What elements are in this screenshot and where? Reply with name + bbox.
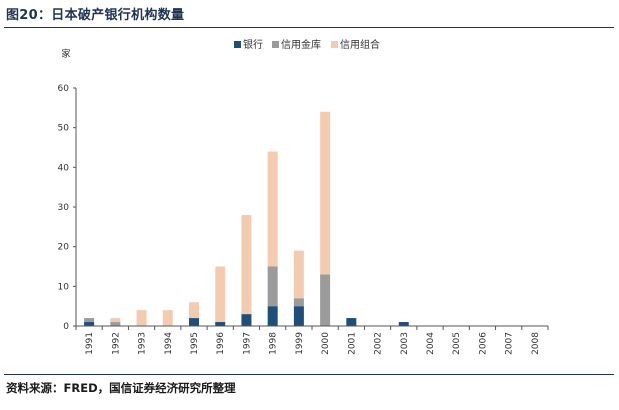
bar-1991-信用金库	[84, 318, 95, 323]
bar-1997-银行	[241, 314, 252, 326]
bar-1996-信用组合	[215, 266, 226, 323]
chart-legend: 银行 信用金库 信用组合	[234, 38, 380, 51]
x-tick-label: 1994	[164, 332, 174, 355]
bar-2001-银行	[346, 318, 357, 326]
x-tick-label: 2008	[531, 332, 541, 355]
x-tick-label: 2002	[374, 332, 384, 355]
source-note: 资料来源：FRED，国信证券经济研究所整理	[6, 381, 236, 395]
bar-1997-信用组合	[241, 214, 252, 315]
bar-1999-银行	[293, 306, 304, 326]
bar-1993-信用组合	[136, 310, 147, 326]
x-tick-label: 2006	[478, 332, 488, 355]
bar-1995-信用组合	[189, 302, 199, 319]
y-tick-label: 60	[58, 84, 70, 94]
x-tick-label: 1995	[190, 332, 200, 355]
x-tick-label: 2001	[347, 332, 357, 355]
chart-title: 图20：日本破产银行机构数量	[6, 8, 185, 23]
bar-1996-银行	[215, 322, 226, 326]
y-tick-label: 20	[58, 243, 70, 253]
y-tick-label: 50	[58, 124, 70, 134]
bar-1995-银行	[189, 318, 199, 326]
x-tick-label: 2005	[452, 332, 462, 355]
bar-1998-信用金库	[267, 266, 278, 307]
bar-1999-信用金库	[293, 298, 304, 307]
bar-1991-银行	[84, 322, 95, 326]
y-tick-label: 10	[58, 282, 70, 292]
bar-1998-信用组合	[267, 151, 278, 267]
bar-1994-信用组合	[162, 310, 173, 326]
y-tick-label: 30	[58, 203, 70, 213]
legend-label: 信用组合	[340, 38, 380, 51]
x-tick-label: 2000	[321, 332, 331, 355]
source-rule	[4, 374, 614, 375]
x-tick-label: 1996	[216, 332, 226, 355]
bar-1998-银行	[267, 306, 278, 326]
x-tick-label: 1992	[111, 332, 121, 355]
bar-2000-信用金库	[320, 274, 331, 326]
legend-swatch-银行	[234, 41, 241, 48]
x-tick-label: 2007	[505, 332, 515, 355]
y-axis-unit: 家	[61, 48, 71, 60]
x-tick-label: 1993	[138, 332, 148, 355]
bar-2000-信用组合	[320, 111, 331, 275]
legend-label: 银行	[243, 38, 263, 51]
x-tick-label: 1998	[269, 332, 279, 355]
x-axis: 1991 1992 1993 1994 1995 1996 1997 1998 1999 2000…	[75, 325, 549, 355]
bar-2003-银行	[398, 322, 409, 326]
x-tick-label: 2003	[400, 332, 410, 355]
bar-1992-信用金库	[110, 322, 121, 326]
x-tick-label: 2004	[426, 332, 436, 355]
bars	[84, 111, 409, 326]
bar-1999-信用组合	[293, 250, 304, 299]
bar-1992-信用组合	[110, 318, 121, 323]
legend-label: 信用金库	[281, 38, 321, 51]
x-tick-label: 1999	[295, 332, 305, 355]
x-tick-label: 1997	[242, 332, 252, 355]
y-tick-label: 40	[58, 163, 70, 173]
legend-swatch-信用组合	[331, 41, 338, 48]
x-tick-label: 1991	[85, 332, 95, 355]
y-axis: 0 10 20 30 40 50 60	[58, 84, 77, 332]
legend-swatch-信用金库	[272, 41, 279, 48]
y-tick-label: 0	[63, 322, 69, 332]
title-rule	[4, 27, 614, 28]
